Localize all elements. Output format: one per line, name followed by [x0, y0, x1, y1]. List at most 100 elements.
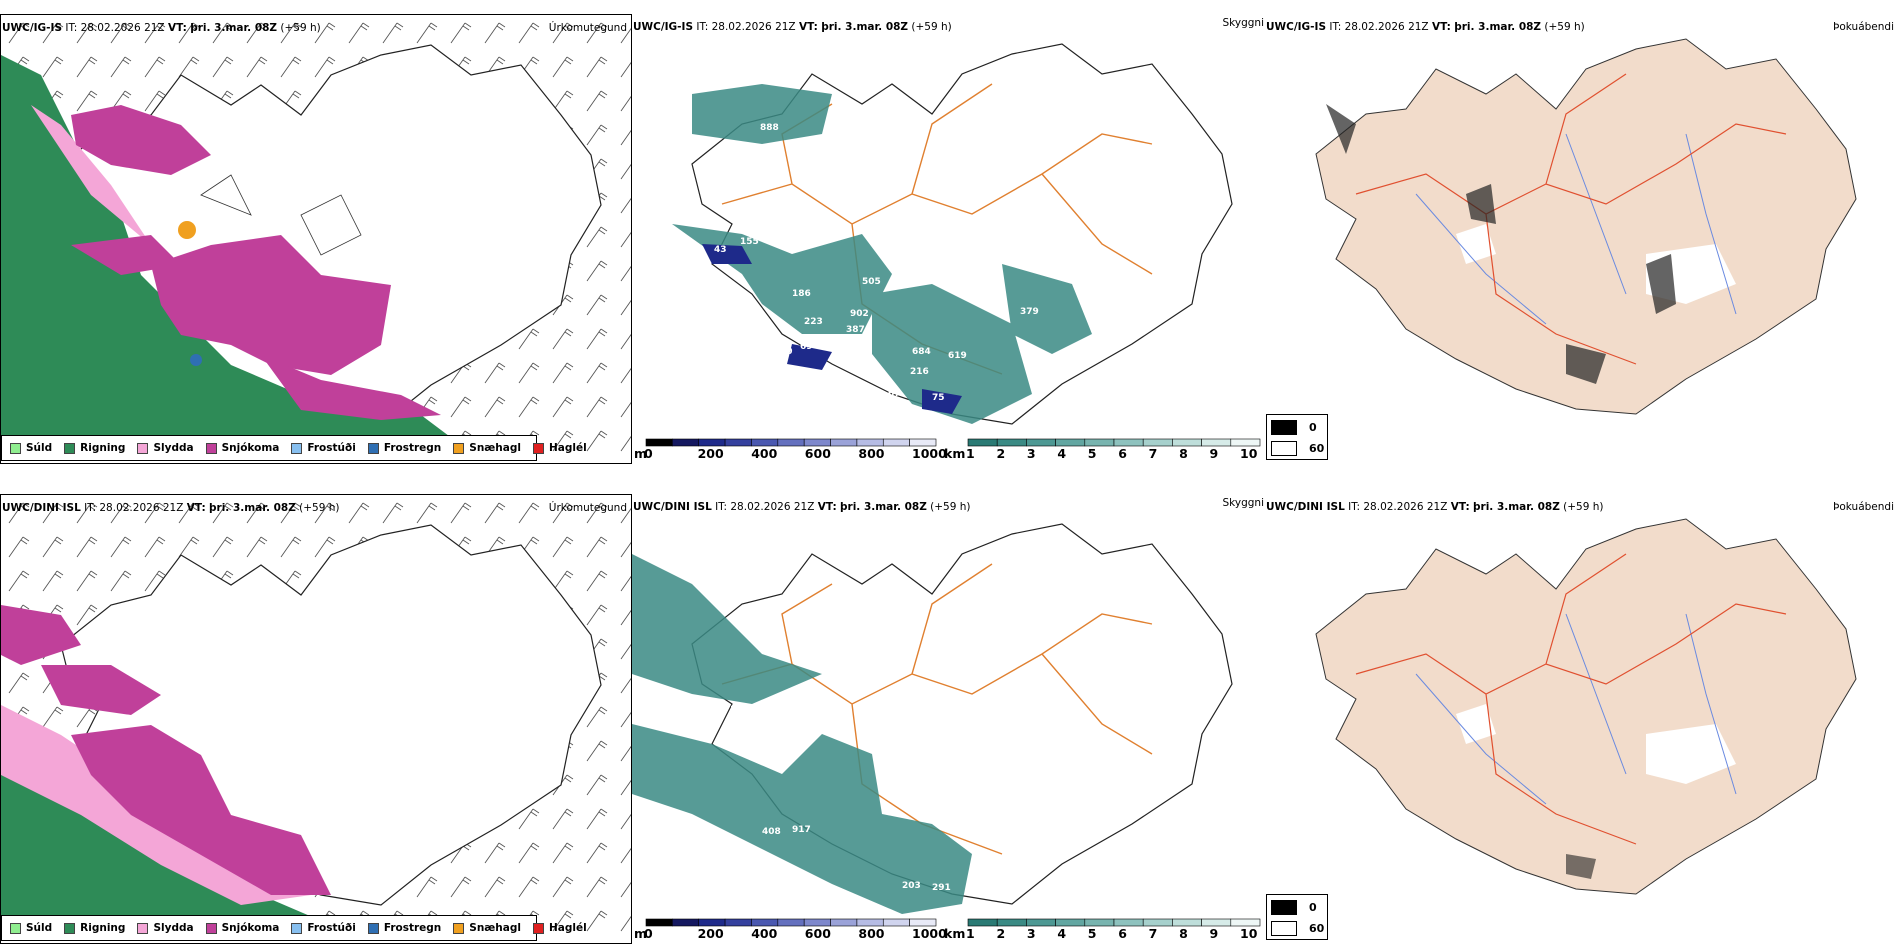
road-network: [721, 563, 1153, 855]
rain-area: [1, 725, 331, 935]
colorbar-tick-label: 6: [1118, 926, 1127, 941]
colorbar-segment: [830, 438, 858, 447]
legend-label: Snæhagl: [469, 922, 521, 934]
colorbar-tick-label: 8: [1179, 446, 1188, 461]
legend-swatch: [137, 922, 149, 934]
ceiling-colorbar: [645, 438, 937, 447]
precip-type-panel-row2: UWC/DINI ISL IT: 28.02.2026 21Z VT: þri.…: [0, 494, 632, 944]
fog-map: [1315, 518, 1857, 895]
legend-swatch: [291, 442, 303, 454]
it-value: 28.02.2026 21Z: [1363, 501, 1448, 513]
colorbar-segment: [830, 918, 858, 927]
colorbar-segment: [751, 438, 779, 447]
colorbar-segment: [1055, 918, 1086, 927]
legend-item: Snæhagl: [453, 442, 521, 454]
it-label: IT:: [715, 501, 728, 513]
colorbar-segment: [777, 918, 805, 927]
colorbar-segment: [967, 918, 998, 927]
colorbar-tick-label: 1000: [912, 446, 947, 461]
ceiling-unit: m: [634, 446, 648, 461]
vt-label: VT:: [186, 502, 206, 514]
colorbar-segment: [777, 438, 805, 447]
colorbar-tick-label: 0: [644, 926, 653, 941]
snow-area-west: [1, 605, 81, 665]
fog-legend-label: 0: [1309, 901, 1317, 914]
colorbar-tick-label: 2: [996, 446, 1006, 461]
precip-type-legend: Súld Rigning Slydda Snjókoma Frostúði Fr…: [1, 435, 587, 461]
fog-legend-label: 60: [1309, 922, 1325, 935]
ceiling-value-label: 69: [800, 342, 813, 352]
legend-swatch: [453, 922, 465, 934]
colorbar-tick-label: 2: [996, 926, 1006, 941]
fog-swatch: [1271, 900, 1297, 915]
legend-item: Haglél: [532, 922, 587, 934]
ceiling-value-label: 67: [888, 389, 901, 399]
ceiling-value-label: 174: [730, 705, 749, 715]
it-label: IT:: [1348, 501, 1361, 513]
ceiling-colorbar: [645, 918, 937, 927]
roads: [1355, 73, 1787, 365]
ceiling-labels: 174 408 917 203 291: [730, 705, 951, 893]
fog-swatch: [1271, 420, 1297, 435]
lead-time: (+59 h): [1563, 501, 1604, 513]
legend-label: Slydda: [153, 922, 194, 934]
legend-item: Snjókoma: [205, 922, 279, 934]
colorbar-segment: [803, 438, 831, 447]
colorbar-tick-label: 4: [1057, 446, 1067, 461]
panel-title: Þokuábendi: [1833, 501, 1894, 513]
colorbar-tick-label: 7: [1148, 926, 1158, 941]
legend-label: Rigning: [80, 442, 126, 454]
legend-swatch: [205, 442, 217, 454]
it-label: IT:: [84, 502, 97, 514]
colorbar-segment: [909, 918, 937, 927]
panel-title: Skyggni: [1222, 17, 1265, 29]
iceland-landmass: [1315, 518, 1857, 895]
fog-legend-item: 0: [1271, 900, 1317, 915]
panel-header: UWC/IG-IS IT: 28.02.2026 21Z VT: þri. 3.…: [633, 21, 952, 33]
ceiling-value-label: 684: [912, 347, 931, 357]
colorbar-tick-label: 600: [804, 926, 831, 941]
rivers: [1415, 133, 1737, 325]
legend-item: Rigning: [64, 922, 125, 934]
panel-title: Þokuábendi: [1833, 21, 1894, 33]
colorbar-tick-label: 0: [644, 446, 653, 461]
legend-swatch: [64, 442, 76, 454]
colorbar-segment: [1026, 918, 1056, 927]
it-label: IT:: [65, 22, 78, 34]
colorbar-tick-label: 10: [1240, 446, 1258, 461]
low-ceiling-area: [702, 244, 962, 414]
fog-legend-item: 60: [1271, 921, 1324, 936]
visibility-map: 174 408 917 203 291: [632, 523, 1233, 914]
colorbar-tick-label: 800: [858, 446, 885, 461]
panel-header: UWC/IG-IS IT: 28.02.2026 21Z VT: þri. 3.…: [2, 22, 321, 34]
legend-label: Súld: [26, 442, 53, 454]
sleet-area: [31, 105, 151, 245]
fog-legend: 0 60: [1266, 414, 1328, 460]
fog-indicator-high: [1566, 854, 1596, 879]
ceiling-value-label: 505: [862, 277, 881, 287]
model-name: UWC/IG-IS: [633, 21, 694, 33]
lead-time: (+59 h): [911, 21, 952, 33]
rain-area: [1, 55, 461, 455]
colorbar-segment: [698, 918, 726, 927]
legend-label: Frostúði: [307, 442, 356, 454]
it-value: 28.02.2026 21Z: [711, 21, 796, 33]
vt-value: þri. 3.mar. 08Z: [1454, 21, 1542, 33]
legend-swatch: [532, 922, 544, 934]
ceiling-value-label: 43: [714, 245, 727, 255]
colorbar-segment: [996, 438, 1027, 447]
model-name: UWC/IG-IS: [2, 22, 63, 34]
legend-item: Frostúði: [291, 442, 356, 454]
legend-item: Snjókoma: [205, 442, 279, 454]
ceiling-value-label: 382: [840, 351, 859, 361]
colorbar-tick-label: 6: [1118, 446, 1127, 461]
ceiling-value-label: 223: [804, 317, 823, 327]
colorbar-segment: [1230, 438, 1261, 447]
legend-item: Súld: [10, 922, 52, 934]
colorbar-tick-label: 200: [697, 446, 724, 461]
legend-item: Slydda: [137, 922, 194, 934]
legend-swatch: [367, 442, 379, 454]
visibility-panel-row1: 888 361 155 43 505 186 223 902 387 69 89 70 382 684 61…: [632, 14, 1266, 464]
legend-item: Snæhagl: [453, 922, 521, 934]
